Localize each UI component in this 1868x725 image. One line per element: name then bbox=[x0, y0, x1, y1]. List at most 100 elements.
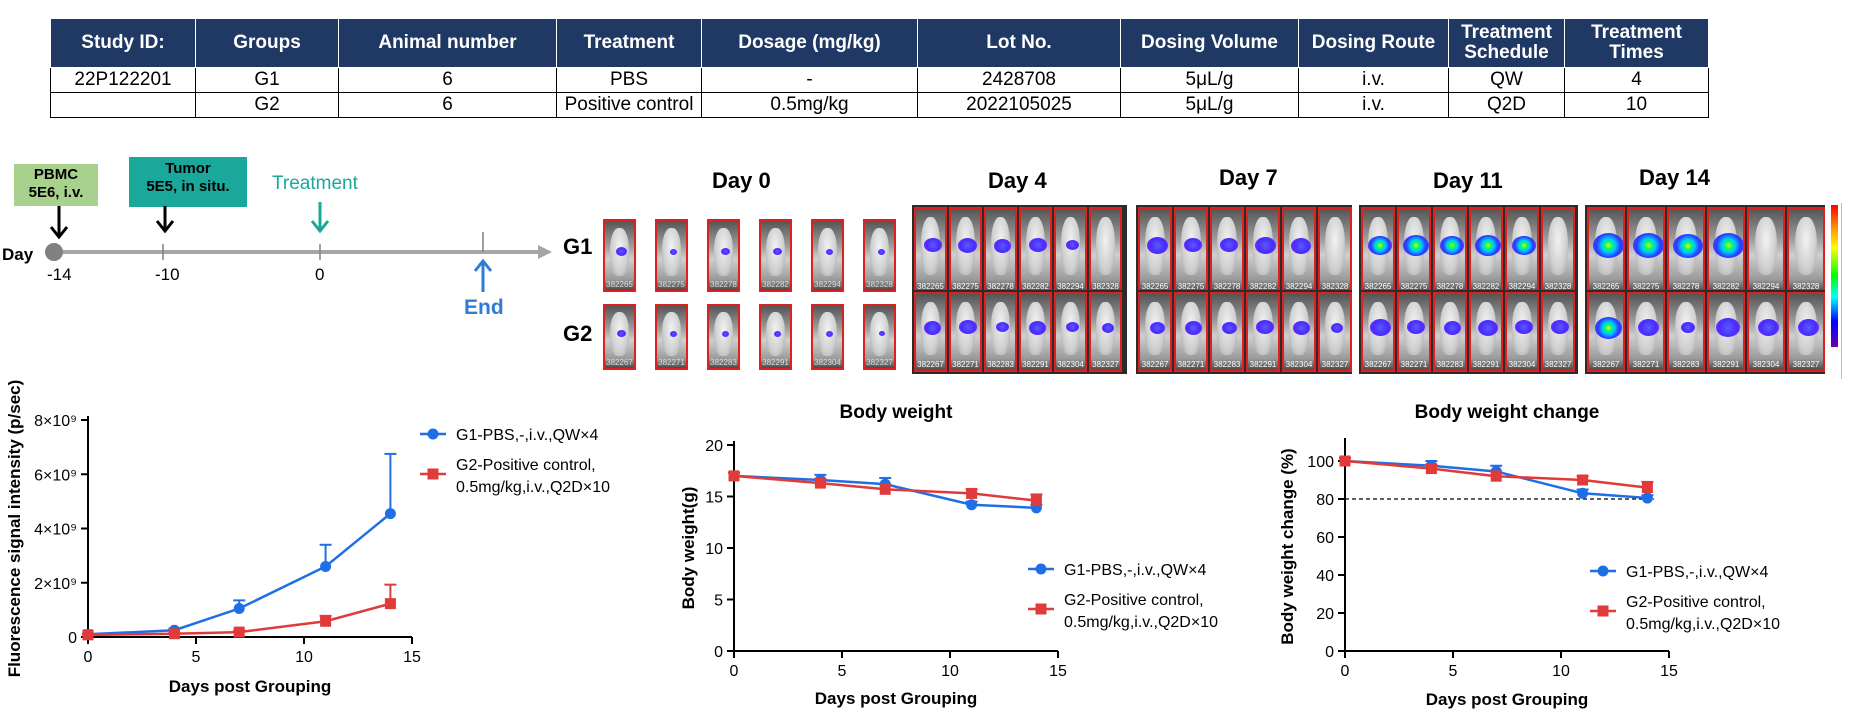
mouse-id-tag: 382267 bbox=[1141, 360, 1169, 369]
table-cell: 4 bbox=[1564, 67, 1709, 93]
study-table: Study ID: Groups Animal number Treatment… bbox=[50, 18, 1709, 118]
bioluminescence-signal bbox=[1515, 320, 1533, 334]
mouse-image: 382327 bbox=[1318, 292, 1352, 372]
y-tick-label: 80 bbox=[1316, 492, 1334, 509]
mouse-image: 382327 bbox=[1787, 292, 1825, 372]
table-row: G2 6 Positive control 0.5mg/kg 202210502… bbox=[50, 92, 1709, 118]
bioluminescence-signal bbox=[1184, 238, 1202, 252]
bioluminescence-signal bbox=[1478, 320, 1498, 336]
mouse-image: 382304 bbox=[1054, 292, 1087, 372]
body-weight-change-chart: Body weight change 0 20 40 60 80 100 0 5 10 15 Days… bbox=[1278, 402, 1780, 709]
day-label-14: Day 14 bbox=[1639, 165, 1710, 190]
data-point bbox=[82, 629, 94, 641]
mouse-image: 382283 bbox=[707, 304, 740, 370]
bioluminescence-signal bbox=[996, 322, 1009, 332]
y-tick-label: 100 bbox=[1307, 454, 1334, 471]
mouse-image: 382291 bbox=[1469, 292, 1503, 372]
header-study-id: Study ID: bbox=[50, 18, 196, 68]
mouse-id-tag: 382271 bbox=[658, 358, 685, 367]
data-point bbox=[384, 598, 396, 610]
tick-label-0: 0 bbox=[315, 265, 325, 284]
chart-title: Body weight bbox=[840, 402, 954, 423]
mouse-image: 382328 bbox=[1089, 207, 1122, 294]
imaging-block bbox=[1585, 290, 1825, 374]
bioluminescence-signal bbox=[924, 238, 942, 252]
mouse-image: 382304 bbox=[811, 304, 844, 370]
mouse-image: 382275 bbox=[655, 219, 688, 292]
data-point bbox=[1425, 463, 1437, 475]
mouse-body bbox=[1548, 217, 1568, 276]
x-tick-label: 5 bbox=[1449, 663, 1458, 680]
mouse-image: 382294 bbox=[1505, 207, 1539, 294]
mouse-id-tag: 382278 bbox=[1213, 282, 1241, 291]
mouse-id-tag: 382328 bbox=[1092, 282, 1119, 291]
table-cell: 10 bbox=[1564, 92, 1709, 118]
mouse-id-tag: 382304 bbox=[1752, 360, 1780, 369]
x-tick-label: 0 bbox=[84, 649, 93, 666]
mouse-id-tag: 382278 bbox=[1672, 282, 1700, 291]
mouse-id-tag: 382275 bbox=[658, 280, 685, 289]
table-cell: 22P122201 bbox=[50, 67, 196, 93]
mouse-image: 382278 bbox=[707, 219, 740, 292]
bioluminescence-signal bbox=[958, 238, 977, 253]
data-point bbox=[1339, 455, 1351, 467]
group-label-g1: G1 bbox=[563, 234, 593, 259]
data-point bbox=[384, 508, 396, 520]
mouse-image: 382304 bbox=[1505, 292, 1539, 372]
y-tick-label: 8×10⁹ bbox=[34, 413, 77, 430]
mouse-image: 382271 bbox=[1174, 292, 1208, 372]
mouse-id-tag: 382278 bbox=[1436, 282, 1464, 291]
table-row: 22P122201 G1 6 PBS - 2428708 5μL/g i.v. … bbox=[50, 67, 1709, 93]
mouse-id-tag: 382304 bbox=[1508, 360, 1536, 369]
mouse-image: 382291 bbox=[1019, 292, 1052, 372]
bioluminescence-signal bbox=[1185, 321, 1202, 335]
x-tick-label: 15 bbox=[1049, 663, 1067, 680]
mouse-id-tag: 382271 bbox=[1177, 360, 1205, 369]
colorbar-ticks bbox=[1841, 203, 1862, 379]
mouse-id-tag: 382328 bbox=[1321, 282, 1349, 291]
table-cell: 6 bbox=[338, 67, 557, 93]
mouse-id-tag: 382265 bbox=[1364, 282, 1392, 291]
mouse-id-tag: 382265 bbox=[917, 282, 944, 291]
y-tick-label: 60 bbox=[1316, 530, 1334, 547]
bioluminescence-signal bbox=[1029, 321, 1046, 335]
tumor-arrow-icon bbox=[155, 206, 175, 234]
legend-marker bbox=[427, 468, 439, 480]
y-tick-label: 20 bbox=[705, 438, 723, 455]
mouse-image: 382291 bbox=[1707, 292, 1745, 372]
table-header-row: Study ID: Groups Animal number Treatment… bbox=[50, 18, 1709, 68]
legend-marker bbox=[1597, 605, 1609, 617]
data-point bbox=[320, 615, 332, 627]
bioluminescence-signal bbox=[1403, 235, 1429, 256]
y-tick-label: 10 bbox=[705, 541, 723, 558]
table-cell: i.v. bbox=[1298, 92, 1449, 118]
data-point bbox=[728, 470, 740, 482]
bioluminescence-signal bbox=[1440, 236, 1464, 255]
y-axis-label: Body weight change (%) bbox=[1278, 448, 1297, 644]
data-point bbox=[1577, 474, 1589, 486]
x-tick-label: 15 bbox=[1660, 663, 1678, 680]
mouse-image: 382267 bbox=[1361, 292, 1395, 372]
group-label-g2: G2 bbox=[563, 321, 593, 346]
mouse-id-tag: 382265 bbox=[606, 280, 633, 289]
legend-marker bbox=[1597, 565, 1609, 577]
data-point bbox=[879, 483, 891, 495]
mouse-image: 382278 bbox=[1433, 207, 1467, 294]
mouse-image: 382275 bbox=[1174, 207, 1208, 294]
mouse-image: 382265 bbox=[1361, 207, 1395, 294]
mouse-image: 382282 bbox=[1707, 207, 1745, 294]
bioluminescence-signal bbox=[670, 249, 677, 255]
mouse-image: 382294 bbox=[1054, 207, 1087, 294]
legend-label: G2-Positive control, bbox=[1626, 594, 1766, 611]
header-groups: Groups bbox=[195, 18, 339, 68]
bioluminescence-signal bbox=[1444, 321, 1461, 335]
mouse-image: 382271 bbox=[655, 304, 688, 370]
mouse-id-tag: 382328 bbox=[1792, 282, 1820, 291]
bioluminescence-signal bbox=[1593, 233, 1623, 258]
bioluminescence-signal bbox=[721, 248, 730, 255]
bioluminescence-signal bbox=[1370, 319, 1391, 336]
bioluminescence-signal bbox=[617, 330, 626, 337]
mouse-image: 382294 bbox=[1282, 207, 1316, 294]
mouse-id-tag: 382267 bbox=[917, 360, 944, 369]
legend-label: G2-Positive control, bbox=[456, 457, 596, 474]
